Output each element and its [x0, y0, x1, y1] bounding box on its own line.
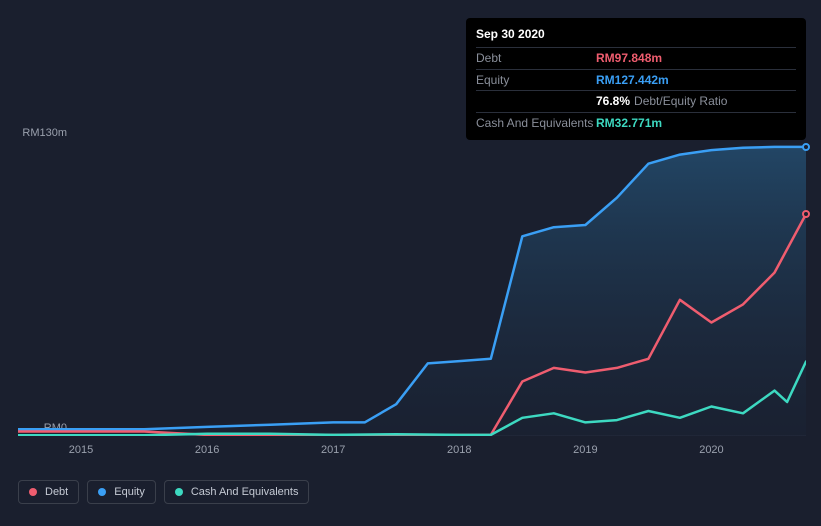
chart-legend: Debt Equity Cash And Equivalents — [18, 480, 309, 504]
tooltip-date: Sep 30 2020 — [476, 24, 796, 47]
legend-label: Cash And Equivalents — [191, 486, 299, 498]
x-axis-label: 2015 — [69, 444, 93, 456]
x-axis-label: 2019 — [573, 444, 597, 456]
x-axis-label: 2020 — [699, 444, 723, 456]
legend-item-cash-and-equivalents[interactable]: Cash And Equivalents — [164, 480, 310, 504]
tooltip-row: DebtRM97.848m — [476, 47, 796, 69]
tooltip-row-label: Equity — [476, 72, 596, 89]
tooltip-row-label: Cash And Equivalents — [476, 115, 596, 132]
legend-item-debt[interactable]: Debt — [18, 480, 79, 504]
chart-plot-area — [18, 141, 806, 436]
tooltip-row-label — [476, 93, 596, 110]
tooltip-row-value: RM32.771m — [596, 115, 662, 132]
y-axis-label: RM130m — [22, 127, 67, 139]
x-axis-label: 2017 — [321, 444, 345, 456]
legend-label: Equity — [114, 486, 145, 498]
end-marker-equity — [802, 143, 810, 151]
x-axis-label: 2018 — [447, 444, 471, 456]
tooltip-row-value: RM127.442m — [596, 72, 669, 89]
tooltip-row-label: Debt — [476, 50, 596, 67]
tooltip-row-value: RM97.848m — [596, 50, 662, 67]
tooltip-row: Cash And EquivalentsRM32.771m — [476, 112, 796, 134]
legend-item-equity[interactable]: Equity — [87, 480, 156, 504]
tooltip-row: EquityRM127.442m — [476, 69, 796, 91]
area-equity — [18, 147, 806, 436]
legend-dot-icon — [175, 488, 183, 496]
legend-dot-icon — [29, 488, 37, 496]
tooltip-row-value: 76.8% — [596, 93, 630, 110]
legend-dot-icon — [98, 488, 106, 496]
financial-chart: Sep 30 2020 DebtRM97.848mEquityRM127.442… — [0, 0, 821, 526]
x-axis-label: 2016 — [195, 444, 219, 456]
legend-label: Debt — [45, 486, 68, 498]
tooltip-row-sub: Debt/Equity Ratio — [634, 93, 727, 110]
tooltip-row: 76.8%Debt/Equity Ratio — [476, 90, 796, 112]
chart-tooltip: Sep 30 2020 DebtRM97.848mEquityRM127.442… — [466, 18, 806, 140]
end-marker-debt — [802, 210, 810, 218]
